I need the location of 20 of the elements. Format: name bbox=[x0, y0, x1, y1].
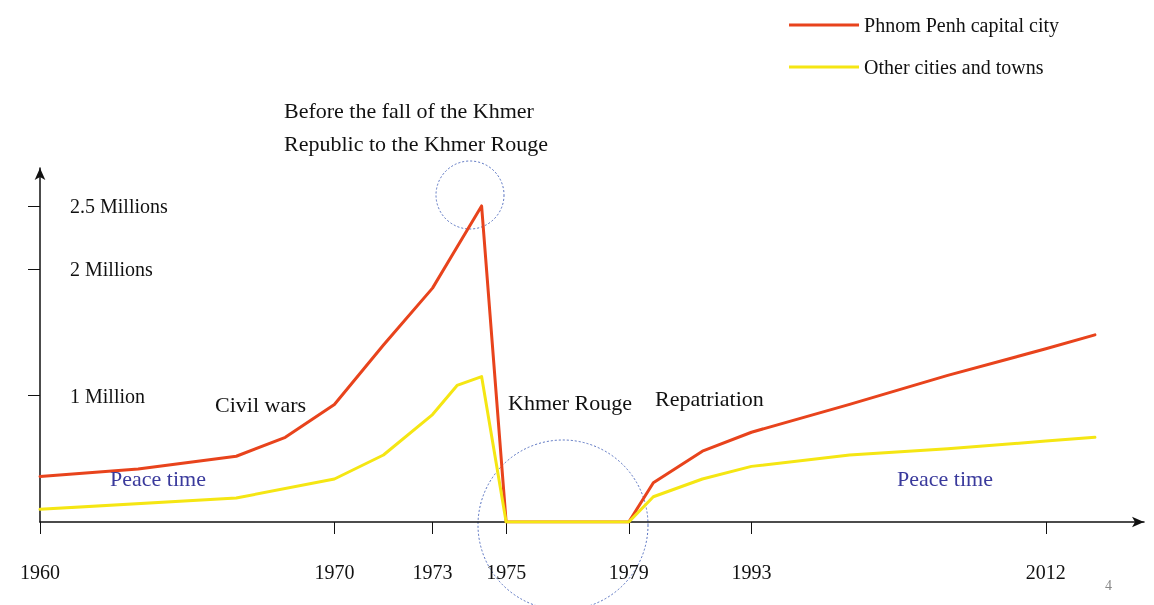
annotation: Peace time bbox=[897, 466, 993, 491]
x-tick-label: 2012 bbox=[1025, 561, 1066, 583]
x-tick-label: 1973 bbox=[412, 561, 453, 583]
y-tick-label: 2.5 Millions bbox=[70, 194, 169, 217]
y-tick-label: 1 Million bbox=[70, 384, 146, 407]
annotation: Khmer Rouge bbox=[508, 390, 633, 415]
line-series bbox=[38, 375, 1097, 524]
x-tick-label: 1960 bbox=[20, 561, 60, 583]
y-tick-label: 2 Millions bbox=[70, 258, 154, 281]
annotation: Civil wars bbox=[215, 392, 307, 417]
x-tick-label: 1975 bbox=[486, 561, 527, 583]
text: 4 bbox=[1105, 578, 1112, 593]
annotation: Peace time bbox=[110, 466, 206, 491]
legend-label: Phnom Penh capital city bbox=[864, 14, 1060, 37]
x-tick-label: 1970 bbox=[314, 561, 355, 583]
text: Before the fall of the Khmer Republic to the Khmer Rouge bbox=[284, 98, 548, 156]
annotation: Repatriation bbox=[655, 386, 764, 411]
x-tick-label: 1979 bbox=[608, 561, 649, 583]
legend-label: Other cities and towns bbox=[864, 56, 1044, 78]
x-tick-label: 1993 bbox=[731, 561, 772, 583]
